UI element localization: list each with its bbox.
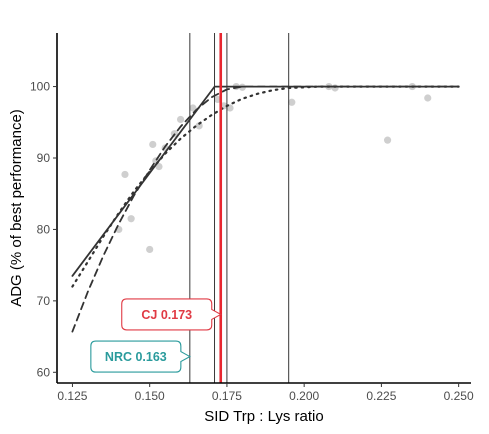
data-point-19 <box>331 84 339 92</box>
x-tick-label: 0.125 <box>57 389 87 403</box>
axes: 0.125 0.150 0.175 0.200 0.225 0.250 60 70 80 90 10… <box>30 33 474 403</box>
data-point-3 <box>146 245 154 254</box>
data-point-1 <box>121 170 129 179</box>
fit-line-solid <box>71 85 460 277</box>
data-point-2 <box>127 215 135 223</box>
data-point-6 <box>155 162 163 171</box>
data-point-10 <box>189 104 197 112</box>
fit-line-dotted <box>71 85 460 288</box>
data-point-20 <box>383 136 392 144</box>
x-tick-label: 0.200 <box>289 389 319 403</box>
data-point-22 <box>424 94 432 102</box>
y-tick-label: 100 <box>30 80 50 94</box>
x-tick-label: 0.250 <box>444 389 474 403</box>
y-tick-label: 60 <box>37 365 51 379</box>
y-tick-label: 70 <box>37 294 51 308</box>
plot-area <box>71 33 460 383</box>
callout-box-0 <box>121 298 222 331</box>
data-point-4 <box>149 140 157 149</box>
fit-line-dashed <box>71 85 460 333</box>
y-tick-label: 90 <box>37 151 51 165</box>
x-tick-label: 0.150 <box>135 389 165 403</box>
x-tick-label: 0.175 <box>212 389 242 403</box>
y-axis-title: ADG (% of best performance) <box>8 109 25 307</box>
data-point-9 <box>176 115 185 124</box>
x-axis-title: SID Trp : Lys ratio <box>204 408 323 425</box>
data-point-17 <box>288 98 296 106</box>
data-point-11 <box>195 122 203 130</box>
callout-label-0: CJ 0.173 <box>141 308 192 322</box>
callout-label-1: NRC 0.163 <box>105 350 167 364</box>
callout-box-1 <box>90 340 191 373</box>
x-tick-label: 0.225 <box>366 389 396 403</box>
y-tick-label: 80 <box>37 222 51 236</box>
callouts: CJ 0.173 NRC 0.163 <box>90 298 222 373</box>
